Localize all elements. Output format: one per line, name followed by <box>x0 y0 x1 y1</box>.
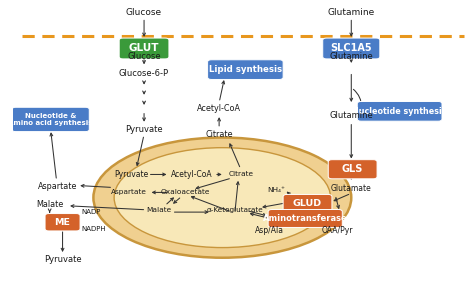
Text: GLUD: GLUD <box>293 199 322 208</box>
Text: SLC1A5: SLC1A5 <box>330 43 372 54</box>
Text: NADPH: NADPH <box>81 226 106 232</box>
Text: Glucose: Glucose <box>127 52 161 61</box>
Text: Acetyl-CoA: Acetyl-CoA <box>171 170 212 179</box>
Ellipse shape <box>93 138 351 258</box>
FancyBboxPatch shape <box>45 214 80 231</box>
FancyBboxPatch shape <box>323 38 380 59</box>
Text: Glutamine: Glutamine <box>329 52 373 61</box>
Text: ME: ME <box>55 218 71 227</box>
Text: NADP: NADP <box>81 209 100 215</box>
Text: Citrate: Citrate <box>205 130 233 139</box>
FancyBboxPatch shape <box>268 210 342 228</box>
Text: Glutamine: Glutamine <box>328 8 375 17</box>
Text: Oxaloacetate: Oxaloacetate <box>161 189 210 196</box>
Text: Aspartate: Aspartate <box>111 189 147 196</box>
FancyBboxPatch shape <box>12 107 89 132</box>
Text: OAA/Pyr: OAA/Pyr <box>322 226 353 235</box>
Text: Glutamate: Glutamate <box>331 184 372 193</box>
Ellipse shape <box>114 148 330 248</box>
FancyBboxPatch shape <box>119 38 169 59</box>
Text: Nucleotide &
Amino acid synthesis: Nucleotide & Amino acid synthesis <box>9 113 93 126</box>
Text: NH₄⁺: NH₄⁺ <box>267 187 285 194</box>
Text: α-Ketoglutarate: α-Ketoglutarate <box>207 207 264 213</box>
Text: Lipid synthesis: Lipid synthesis <box>209 65 282 74</box>
Text: GLUT: GLUT <box>129 43 159 54</box>
Text: Citrate: Citrate <box>228 171 253 178</box>
Text: Pyruvate: Pyruvate <box>44 255 82 264</box>
Text: Nucleotide synthesis: Nucleotide synthesis <box>352 107 447 116</box>
FancyBboxPatch shape <box>283 194 332 212</box>
Text: Acetyl-CoA: Acetyl-CoA <box>197 104 241 113</box>
Text: Aminotransferase: Aminotransferase <box>263 214 347 223</box>
Text: GLS: GLS <box>342 164 364 174</box>
Text: Malate: Malate <box>146 207 172 213</box>
Text: Pyruvate: Pyruvate <box>115 170 149 179</box>
FancyBboxPatch shape <box>357 102 442 121</box>
Text: Glucose-6-P: Glucose-6-P <box>119 69 169 78</box>
Text: Asp/Ala: Asp/Ala <box>255 226 284 235</box>
Text: Pyruvate: Pyruvate <box>125 125 163 134</box>
Text: Malate: Malate <box>36 200 64 209</box>
FancyBboxPatch shape <box>208 60 283 79</box>
FancyBboxPatch shape <box>328 160 377 179</box>
Text: Aspartate: Aspartate <box>38 182 78 191</box>
Text: Glutamine: Glutamine <box>329 111 373 120</box>
Text: Glucose: Glucose <box>126 8 162 17</box>
